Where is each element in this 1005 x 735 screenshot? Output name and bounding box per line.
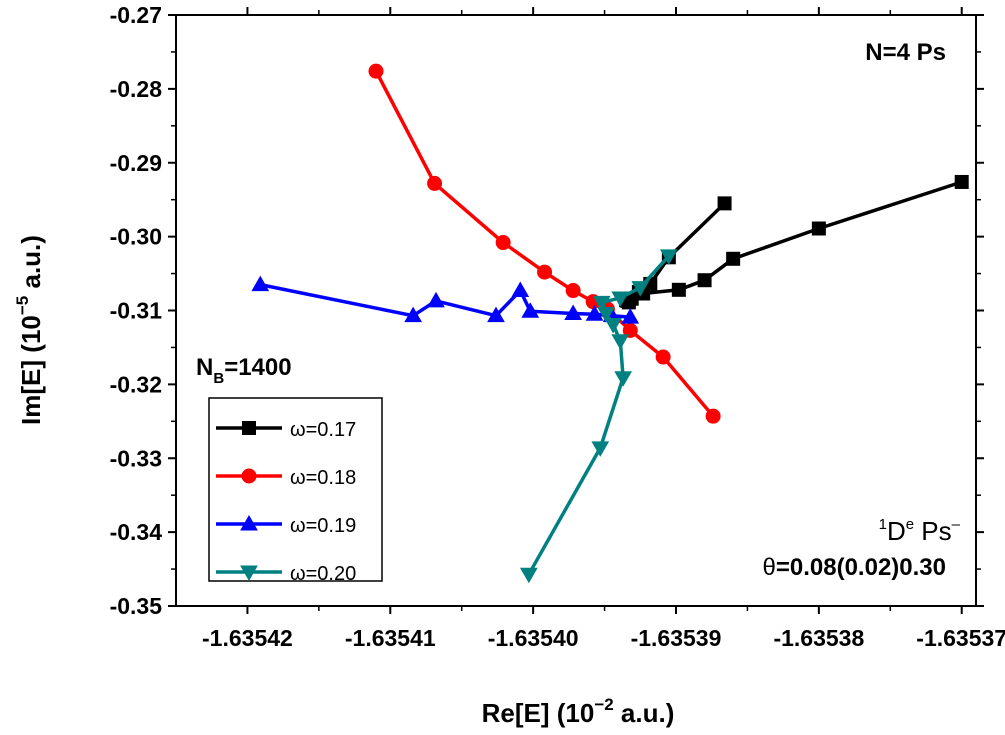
legend-item: ω=0.18	[216, 467, 356, 489]
data-point	[565, 283, 581, 299]
data-point	[591, 441, 610, 457]
y-tick-label: -0.32	[110, 371, 162, 397]
system-annotation: N=4 Ps	[865, 39, 946, 66]
x-axis-title-unit: a.u.)	[614, 698, 675, 728]
data-point	[705, 408, 721, 424]
data-point	[585, 305, 604, 321]
state-annotation: 1De Ps–	[879, 516, 961, 546]
x-axis-title: Re[E] (10−2 a.u.)	[482, 695, 675, 728]
y-tick-label: -0.27	[110, 2, 162, 28]
series-line	[374, 70, 715, 418]
data-point	[697, 273, 712, 288]
data-point	[726, 251, 741, 266]
x-axis-title-main: Re[E] (10	[482, 698, 595, 728]
legend-swatch-marker	[240, 514, 258, 531]
legend: ω=0.17 ω=0.18 ω=0.19 ω=0.20	[208, 397, 383, 585]
y-tick-label: -0.30	[110, 224, 162, 250]
y-tick-label: -0.34	[110, 519, 163, 545]
data-point	[495, 235, 511, 251]
x-tick-label: -1.63540	[488, 625, 579, 651]
data-point	[404, 306, 423, 323]
data-point	[611, 334, 630, 350]
y-axis-title-unit: a.u.)	[16, 235, 46, 296]
data-point	[671, 282, 686, 297]
y-axis-title: Im[E] (10−5 a.u.)	[13, 235, 46, 425]
theta-annotation: θ=0.08(0.02)0.30	[763, 554, 947, 581]
legend-item: ω=0.19	[216, 514, 356, 537]
data-point	[251, 275, 270, 292]
series-layer	[251, 63, 969, 584]
series-square	[619, 174, 969, 310]
data-point	[592, 295, 611, 312]
data-point	[614, 371, 633, 387]
basis-size-annotation: NB=1400	[196, 354, 292, 387]
legend-label: ω=0.18	[290, 467, 356, 489]
y-tick-label: -0.29	[110, 150, 162, 176]
x-tick-label: -1.63542	[202, 625, 293, 651]
data-point	[631, 281, 650, 297]
series-triangle-up	[251, 275, 640, 324]
legend-item: ω=0.20	[216, 563, 356, 585]
data-point	[427, 175, 443, 191]
plot-frame	[175, 14, 977, 607]
data-point	[511, 281, 530, 298]
y-axis-title-main: Im[E] (10	[16, 315, 46, 425]
data-point	[427, 291, 445, 308]
y-tick-label: -0.28	[110, 76, 163, 102]
data-point	[659, 249, 678, 265]
data-point	[655, 349, 671, 365]
data-point	[811, 221, 826, 236]
legend-swatch-marker	[240, 565, 258, 582]
legend-label: ω=0.20	[290, 563, 356, 585]
legend-item: ω=0.17	[216, 419, 356, 441]
data-point	[717, 196, 732, 211]
x-axis-title-exponent: −2	[594, 695, 613, 714]
legend-items: ω=0.17 ω=0.18 ω=0.19 ω=0.20	[216, 419, 356, 585]
y-tick-label: -0.33	[110, 445, 162, 471]
series-circle	[368, 63, 721, 424]
x-tick-label: -1.63539	[631, 625, 722, 651]
data-point	[537, 264, 553, 280]
data-point	[611, 291, 630, 307]
x-tick-label: -1.63541	[345, 625, 436, 651]
data-point	[604, 318, 623, 334]
data-point	[621, 308, 640, 324]
y-axis-title-exponent: −5	[13, 296, 32, 315]
x-tick-label: -1.63537	[916, 625, 1005, 651]
legend-label: ω=0.19	[290, 515, 356, 537]
x-tick-label: -1.63538	[773, 625, 864, 651]
y-tick-label: -0.31	[110, 298, 163, 324]
data-point	[521, 302, 540, 318]
data-point	[368, 63, 384, 79]
legend-swatch-marker	[242, 421, 256, 435]
data-point	[487, 306, 505, 323]
y-tick-label: -0.35	[110, 593, 163, 619]
legend-label: ω=0.17	[290, 419, 356, 441]
tick-labels: -1.63542 -1.63541 -1.63540 -1.63539 -1.63538…	[110, 2, 1005, 651]
data-point	[954, 174, 969, 189]
data-point	[519, 567, 538, 584]
series-triangle-down	[519, 249, 678, 584]
data-point	[564, 304, 583, 320]
data-point	[597, 306, 615, 323]
legend-swatch-marker	[241, 468, 257, 484]
